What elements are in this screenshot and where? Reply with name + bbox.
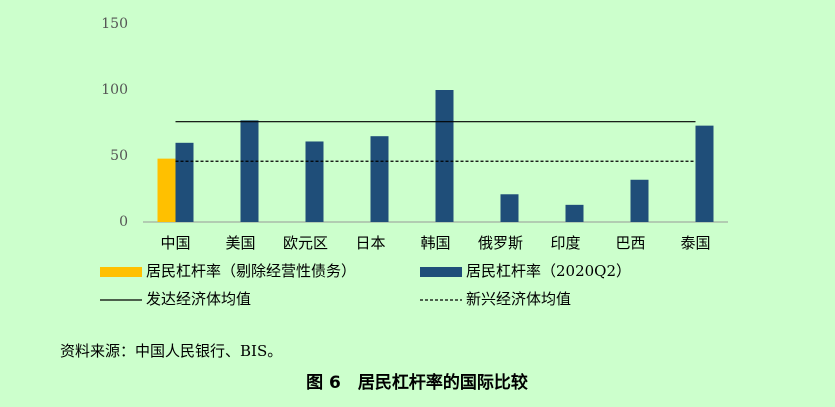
legend-swatch: [420, 267, 462, 277]
x-tick-label: 美国: [225, 234, 255, 252]
bar: [370, 136, 389, 222]
y-tick-label: 50: [110, 148, 128, 164]
y-tick-label: 0: [119, 214, 128, 230]
caption: 图 6 居民杠杆率的国际比较: [306, 372, 528, 393]
bar: [175, 142, 194, 222]
x-tick-label: 韩国: [420, 234, 450, 252]
bar: [565, 204, 584, 222]
x-tick-label: 俄罗斯: [478, 234, 523, 252]
bar: [305, 141, 324, 222]
y-tick-label: 150: [101, 16, 128, 32]
legend-label: 发达经济体均值: [146, 290, 251, 308]
x-tick-label: 印度: [550, 234, 580, 252]
y-tick-label: 100: [101, 82, 128, 98]
bar: [630, 179, 649, 222]
x-tick-label: 泰国: [680, 234, 710, 252]
x-tick-label: 中国: [160, 234, 190, 252]
x-tick-label: 日本: [355, 234, 385, 252]
legend-label: 居民杠杆率（2020Q2）: [466, 262, 631, 280]
legend-label: 居民杠杆率（剔除经营性债务）: [146, 262, 356, 280]
bar: [157, 158, 176, 222]
x-tick-label: 巴西: [615, 234, 645, 252]
legend-swatch: [100, 267, 142, 277]
legend-label: 新兴经济体均值: [466, 290, 571, 308]
bar: [240, 120, 259, 222]
x-tick-label: 欧元区: [283, 234, 328, 252]
bar: [435, 90, 454, 222]
source: 资料来源：中国人民银行、BIS。: [60, 342, 282, 360]
bar: [695, 125, 714, 222]
bar: [500, 194, 519, 222]
